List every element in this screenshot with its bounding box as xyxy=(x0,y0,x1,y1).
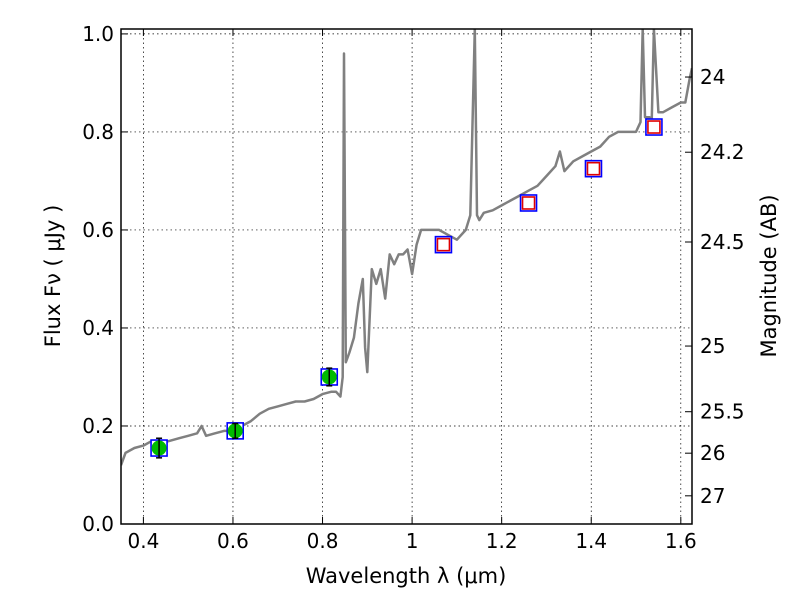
plot-area xyxy=(121,29,692,466)
model-square-marker xyxy=(645,118,663,136)
x-tick-label: 1.6 xyxy=(665,529,697,553)
predicted-square-marker xyxy=(521,196,536,210)
y2-tick-label: 24.2 xyxy=(700,140,745,164)
y2-tick-label: 26 xyxy=(700,441,725,465)
y-tick-label: 0.4 xyxy=(82,316,114,340)
y-axis-label: Flux Fν ( μJy ) xyxy=(41,205,65,348)
y-tick-label: 0.2 xyxy=(82,414,114,438)
model-square-marker xyxy=(434,235,453,254)
model-square-marker xyxy=(584,159,603,178)
x-tick-label: 1.4 xyxy=(575,529,607,553)
y2-tick-label: 25 xyxy=(700,334,725,358)
axes: 0.4 0.6 0.8 1 1.2 1.4 1.6 0.0 0.2 0.4 0.6 0.8 1.0 24 2… xyxy=(82,22,744,553)
y2-axis-label: Magnitude (AB) xyxy=(757,194,781,357)
y-tick-label: 0.6 xyxy=(82,218,114,242)
x-axis-label: Wavelength λ (μm) xyxy=(306,564,507,588)
y2-tick-label: 24.5 xyxy=(700,230,745,254)
y2-tick-label: 24 xyxy=(700,65,725,89)
predicted-square-marker xyxy=(436,237,451,252)
model-square-marker xyxy=(519,194,538,212)
x-tick-label: 0.8 xyxy=(307,529,339,553)
x-tick-label: 0.4 xyxy=(127,529,159,553)
y-tick-label: 0.8 xyxy=(82,120,114,144)
grid-lines xyxy=(121,29,692,525)
x-tick-label: 1 xyxy=(406,529,419,553)
spectrum-line xyxy=(121,29,692,466)
x-tick-label: 1.2 xyxy=(486,529,518,553)
y-tick-label: 0.0 xyxy=(82,512,114,536)
y-tick-label: 1.0 xyxy=(82,22,114,46)
y2-tick-label: 25.5 xyxy=(700,400,745,424)
x-tick-label: 0.6 xyxy=(217,529,249,553)
y2-tick-label: 27 xyxy=(700,484,725,508)
plot-frame xyxy=(120,28,693,525)
predicted-square-marker xyxy=(647,120,661,134)
predicted-square-marker xyxy=(586,161,601,176)
